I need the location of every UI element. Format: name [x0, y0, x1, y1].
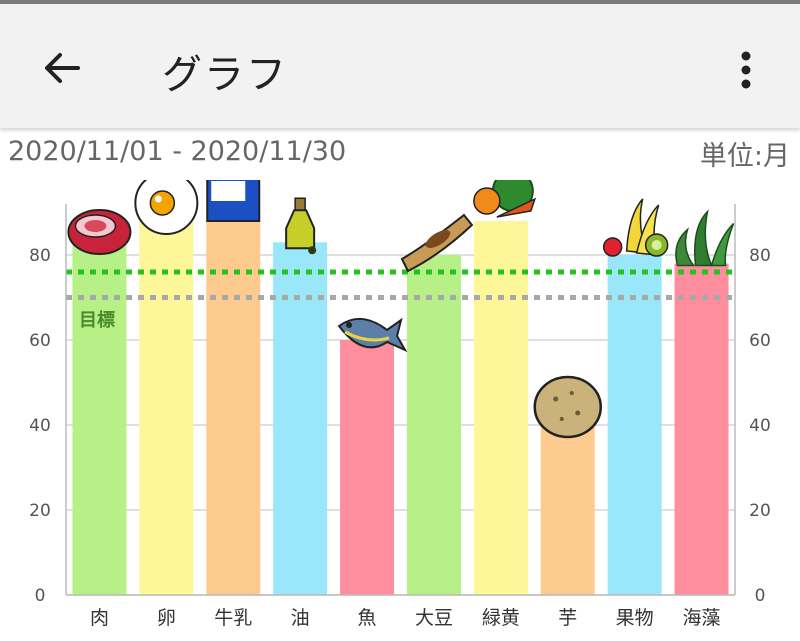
target-label: 目標	[79, 309, 115, 331]
more-vert-icon	[741, 51, 751, 89]
date-range: 2020/11/01 - 2020/11/30	[8, 136, 347, 167]
bar	[540, 425, 595, 595]
category-label: 油	[291, 607, 310, 629]
bar	[206, 221, 261, 595]
category-label: 海藻	[683, 607, 721, 629]
milk-carton-icon	[206, 180, 261, 222]
y-tick-label-left: 80	[29, 246, 51, 266]
arrow-left-icon	[45, 53, 80, 83]
vegetables-icon	[473, 180, 537, 218]
more-options-button[interactable]	[726, 46, 766, 94]
y-tick-label-right: 20	[749, 501, 771, 521]
category-label: 肉	[90, 607, 109, 629]
app-bar: グラフ	[0, 0, 800, 128]
category-label: 果物	[616, 607, 654, 629]
unit-label: 単位:月	[699, 141, 790, 172]
fish-icon	[337, 317, 408, 353]
category-label: 大豆	[415, 607, 453, 629]
bar	[406, 255, 461, 595]
soybean-icon	[400, 213, 474, 273]
y-tick-label-left: 0	[35, 586, 46, 606]
potato-icon	[533, 375, 602, 439]
y-tick-label-left: 20	[29, 501, 51, 521]
category-label: 牛乳	[214, 607, 252, 629]
bar	[473, 221, 528, 595]
bar	[139, 221, 194, 595]
bar	[72, 238, 127, 595]
bar	[273, 242, 328, 595]
y-tick-label-left: 60	[29, 331, 51, 351]
bar	[607, 255, 662, 595]
category-label: 緑黄	[482, 607, 520, 629]
page-title: グラフ	[162, 52, 288, 98]
seaweed-icon	[675, 209, 735, 267]
fruits-icon	[602, 198, 669, 257]
category-label: 卵	[157, 607, 176, 629]
y-tick-label-right: 0	[755, 586, 766, 606]
bar	[674, 263, 729, 595]
category-label: 魚	[358, 607, 377, 629]
bar	[340, 340, 395, 595]
egg-icon	[134, 180, 199, 235]
category-label: 芋	[558, 607, 577, 629]
back-button[interactable]	[38, 44, 86, 92]
y-tick-label-right: 80	[749, 246, 771, 266]
meat-icon	[67, 209, 132, 255]
bar-chart: 0 0 20 20 40 40 60 60 80 80 肉 卵 牛乳 油 魚 大豆 緑黄 芋 果物 海藻 目標	[29, 180, 771, 629]
y-tick-label-left: 40	[29, 416, 51, 436]
oil-bottle-icon	[285, 197, 317, 255]
y-tick-label-right: 60	[749, 331, 771, 351]
y-tick-label-right: 40	[749, 416, 771, 436]
